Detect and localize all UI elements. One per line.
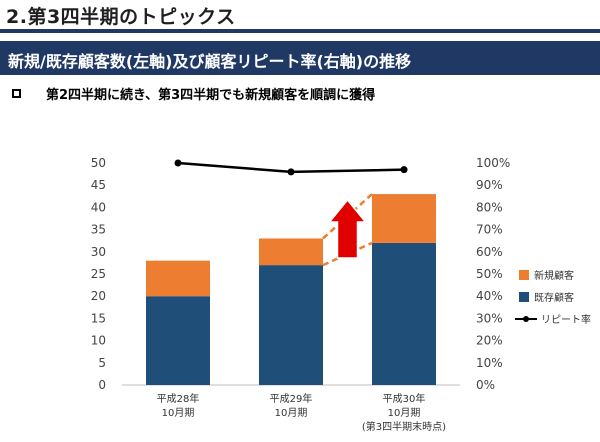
legend-swatch — [519, 292, 529, 302]
left-tick-label: 35 — [91, 223, 106, 237]
bullet-square-icon — [12, 89, 21, 98]
red-up-arrow-icon — [327, 198, 368, 259]
page-title: 2.第3四半期のトピックス — [6, 6, 236, 28]
category-label: 10月期 — [162, 407, 195, 419]
category-label: 10月期 — [275, 407, 308, 419]
legend-marker — [523, 316, 529, 322]
left-tick-label: 50 — [91, 156, 106, 170]
right-tick-label: 90% — [476, 178, 503, 192]
category-label: 平成29年 — [270, 392, 313, 405]
category-label: 平成30年 — [383, 392, 426, 405]
left-tick-label: 45 — [91, 178, 106, 192]
left-tick-label: 30 — [91, 245, 106, 259]
bullet-text: 第2四半期に続き、第3四半期でも新規顧客を順調に獲得 — [46, 88, 376, 103]
repeat-rate-point — [400, 166, 408, 174]
bar-existing-customers — [146, 296, 210, 385]
legend-label: 既存顧客 — [534, 291, 574, 304]
repeat-rate-point — [287, 168, 295, 176]
repeat-rate-point — [174, 159, 182, 167]
bar-existing-customers — [259, 265, 323, 385]
right-tick-label: 30% — [476, 311, 503, 325]
bar-new-customers — [146, 260, 210, 297]
legend-label: リピート率 — [541, 313, 591, 326]
right-tick-label: 50% — [476, 267, 503, 281]
category-label: (第3四半期末時点) — [362, 420, 446, 433]
left-tick-label: 25 — [91, 267, 106, 281]
right-axis: 0% 10% 20% 30% 40% 50% 60% 70% 80% 90% 100% — [476, 156, 510, 392]
right-tick-label: 20% — [476, 334, 503, 348]
bar-new-customers — [372, 194, 436, 243]
right-tick-label: 100% — [476, 156, 510, 170]
left-tick-label: 20 — [91, 289, 106, 303]
repeat-rate-line — [174, 159, 408, 176]
left-tick-label: 5 — [98, 356, 106, 370]
right-tick-label: 80% — [476, 200, 503, 214]
growth-annotation — [322, 193, 373, 267]
left-tick-label: 15 — [91, 311, 106, 325]
left-tick-label: 10 — [91, 334, 106, 348]
legend-swatch — [519, 270, 529, 280]
banner-title: 新規/既存顧客数(左軸)及び顧客リピート率(右軸)の推移 — [8, 52, 412, 71]
dashed-guide-bottom — [322, 241, 373, 267]
legend-label: 新規顧客 — [534, 269, 574, 282]
title-underline — [0, 29, 600, 33]
right-tick-label: 70% — [476, 223, 503, 237]
category-label: 10月期 — [388, 407, 421, 419]
right-tick-label: 40% — [476, 289, 503, 303]
section-banner: 新規/既存顧客数(左軸)及び顧客リピート率(右軸)の推移 — [0, 41, 600, 75]
left-axis: 0 5 10 15 20 25 30 35 40 45 50 — [91, 156, 106, 392]
left-tick-label: 0 — [98, 378, 106, 392]
bar-existing-customers — [372, 242, 436, 385]
bar-new-customers — [259, 238, 323, 266]
category-label: 平成28年 — [157, 392, 200, 405]
left-tick-label: 40 — [91, 200, 106, 214]
right-tick-label: 10% — [476, 356, 503, 370]
right-tick-label: 60% — [476, 245, 503, 259]
right-tick-label: 0% — [476, 378, 495, 392]
bars — [146, 194, 436, 385]
